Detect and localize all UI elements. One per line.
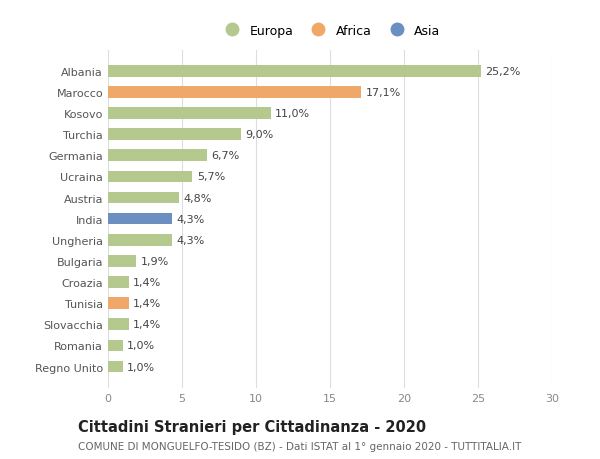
Text: 1,4%: 1,4% <box>133 277 161 287</box>
Text: Cittadini Stranieri per Cittadinanza - 2020: Cittadini Stranieri per Cittadinanza - 2… <box>78 419 426 434</box>
Text: 1,4%: 1,4% <box>133 319 161 330</box>
Text: 5,7%: 5,7% <box>197 172 225 182</box>
Bar <box>108 256 136 267</box>
Bar <box>108 192 179 204</box>
Bar <box>108 277 129 288</box>
Text: 4,3%: 4,3% <box>176 214 205 224</box>
Text: 1,0%: 1,0% <box>127 362 155 372</box>
Bar <box>108 340 123 352</box>
Bar <box>108 171 193 183</box>
Legend: Europa, Africa, Asia: Europa, Africa, Asia <box>215 20 445 43</box>
Text: COMUNE DI MONGUELFO-TESIDO (BZ) - Dati ISTAT al 1° gennaio 2020 - TUTTITALIA.IT: COMUNE DI MONGUELFO-TESIDO (BZ) - Dati I… <box>78 441 521 451</box>
Bar <box>108 361 123 373</box>
Text: 9,0%: 9,0% <box>245 130 274 140</box>
Bar <box>108 87 361 99</box>
Text: 25,2%: 25,2% <box>485 67 521 77</box>
Bar <box>108 129 241 140</box>
Text: 1,0%: 1,0% <box>127 341 155 351</box>
Text: 4,3%: 4,3% <box>176 235 205 245</box>
Text: 1,4%: 1,4% <box>133 298 161 308</box>
Bar <box>108 319 129 330</box>
Bar <box>108 66 481 78</box>
Bar <box>108 213 172 225</box>
Bar <box>108 150 207 162</box>
Bar <box>108 108 271 120</box>
Bar <box>108 298 129 309</box>
Text: 17,1%: 17,1% <box>365 88 401 98</box>
Text: 11,0%: 11,0% <box>275 109 310 119</box>
Text: 6,7%: 6,7% <box>212 151 240 161</box>
Bar <box>108 235 172 246</box>
Text: 1,9%: 1,9% <box>140 256 169 266</box>
Text: 4,8%: 4,8% <box>184 193 212 203</box>
